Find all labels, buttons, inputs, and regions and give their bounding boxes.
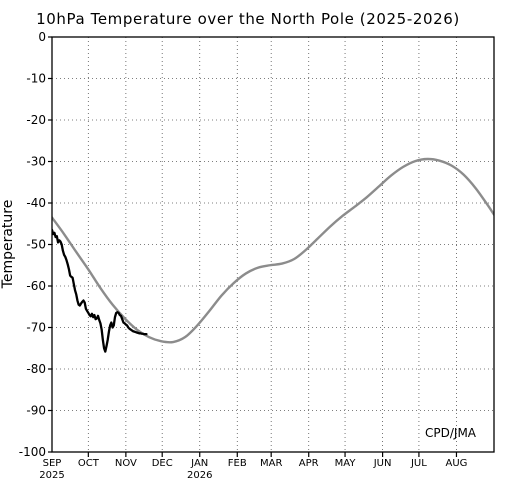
x-tick-label: AUG xyxy=(445,458,467,469)
y-tick-label: -10 xyxy=(26,72,46,86)
y-tick-label: -60 xyxy=(26,279,46,293)
x-tick-label: MAR xyxy=(260,458,282,469)
source-annotation: CPD/JMA xyxy=(425,426,477,440)
x-tick-label: MAY xyxy=(335,458,357,469)
y-tick-label: -50 xyxy=(26,238,46,252)
x-tick-label: FEB xyxy=(228,458,247,469)
x-tick-label: JUN xyxy=(373,458,392,469)
grid xyxy=(52,37,494,452)
y-tick-label: -70 xyxy=(26,321,46,335)
y-tick-label: 0 xyxy=(38,30,46,44)
y-tick-label: -20 xyxy=(26,113,46,127)
observed-line xyxy=(52,228,148,353)
x-tick-label: DEC xyxy=(152,458,173,469)
x-tick-label: JAN xyxy=(190,458,208,469)
y-tick-label: -90 xyxy=(26,404,46,418)
chart-title: 10hPa Temperature over the North Pole (2… xyxy=(36,10,460,28)
x-tick-label: OCT xyxy=(78,458,100,469)
x-tick-label: NOV xyxy=(115,458,137,469)
x-year-label: 2025 xyxy=(39,470,64,481)
series-layer xyxy=(52,157,494,353)
x-tick-label: SEP xyxy=(43,458,62,469)
y-tick-label: -30 xyxy=(26,155,46,169)
climatology-line xyxy=(52,157,494,344)
x-tick-label: APR xyxy=(299,458,319,469)
y-tick-label: -100 xyxy=(19,445,46,459)
x-tick-label: JUL xyxy=(410,458,427,469)
y-tick-label: -40 xyxy=(26,196,46,210)
y-tick-label: -80 xyxy=(26,362,46,376)
x-year-label: 2026 xyxy=(187,470,212,481)
y-axis-label: Temperature xyxy=(0,200,16,290)
